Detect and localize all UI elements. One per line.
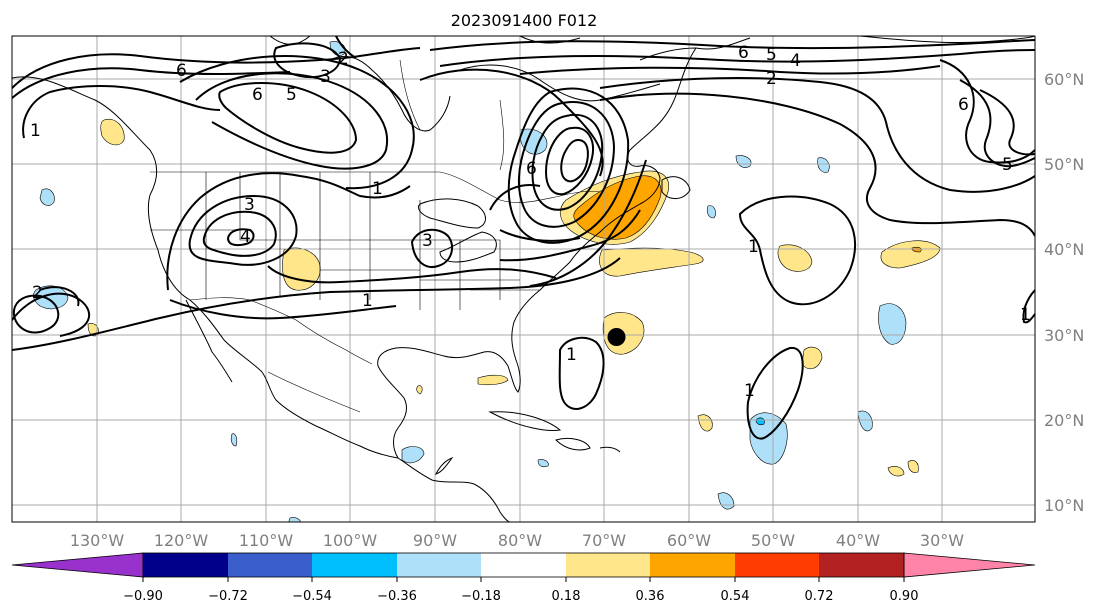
contour-label: 1 bbox=[566, 345, 577, 365]
lon-tick-label: 110°W bbox=[239, 531, 294, 550]
lon-tick-label: 130°W bbox=[70, 531, 125, 550]
colorbar-segment bbox=[735, 553, 819, 577]
colorbar-segment bbox=[143, 553, 228, 577]
coastlines bbox=[12, 36, 1035, 522]
colorbar-tick-label: 0.90 bbox=[890, 589, 919, 604]
latitude-tick-labels: 10°N 20°N 30°N 40°N 50°N 60°N bbox=[1044, 70, 1084, 515]
contour-label: 4 bbox=[240, 227, 251, 247]
colorbar-tick-label: 0.54 bbox=[721, 589, 750, 604]
contour-label: 1 bbox=[362, 291, 373, 311]
contour-label: 2 bbox=[766, 69, 777, 89]
contour-label: 3 bbox=[422, 231, 433, 251]
contour-label: 2 bbox=[338, 49, 349, 69]
storm-center-marker bbox=[607, 328, 626, 346]
lat-tick-label: 20°N bbox=[1044, 411, 1084, 430]
contour-label: 2 bbox=[32, 283, 43, 303]
colorbar-tick-label: 0.18 bbox=[552, 589, 581, 604]
lon-tick-label: 30°W bbox=[920, 531, 964, 550]
lat-tick-label: 40°N bbox=[1044, 240, 1084, 259]
colorbar-outline bbox=[142, 552, 905, 578]
contour-label: 5 bbox=[1002, 155, 1013, 175]
contour-label: 3 bbox=[244, 195, 255, 215]
map-gridlines bbox=[12, 36, 1035, 522]
lat-tick-label: 30°N bbox=[1044, 326, 1084, 345]
map-frame bbox=[11, 35, 1036, 523]
lon-tick-label: 90°W bbox=[413, 531, 457, 550]
lon-tick-label: 70°W bbox=[582, 531, 626, 550]
lat-tick-label: 60°N bbox=[1044, 70, 1084, 89]
anomaly-shading bbox=[33, 41, 941, 522]
colorbar-segment bbox=[481, 553, 566, 577]
colorbar-segment bbox=[312, 553, 397, 577]
longitude-tick-labels: 130°W 120°W 110°W 100°W 90°W 80°W 70°W 6… bbox=[70, 531, 964, 550]
lon-tick-label: 60°W bbox=[667, 531, 711, 550]
colorbar-tick-label: −0.36 bbox=[377, 589, 417, 604]
colorbar-tick-label: 0.36 bbox=[636, 589, 665, 604]
contour-label-group: 6 2 3 6 5 1 3 4 2 1 3 6 6 5 4 2 6 5 1 1 … bbox=[30, 43, 1031, 401]
contour-label: 1 bbox=[744, 381, 755, 401]
lat-tick-label: 50°N bbox=[1044, 155, 1084, 174]
contour-label: 1 bbox=[372, 179, 383, 199]
contour-label: 6 bbox=[738, 43, 749, 63]
contour-label: 6 bbox=[176, 61, 187, 81]
contour-lines bbox=[12, 36, 1035, 440]
colorbar: −0.90 −0.72 −0.54 −0.36 −0.18 0.18 0.36 … bbox=[11, 552, 1036, 604]
colorbar-tick-label: 0.72 bbox=[805, 589, 834, 604]
contour-label: 6 bbox=[958, 95, 969, 115]
colorbar-tick-label: −0.90 bbox=[123, 589, 163, 604]
contour-label: 1 bbox=[748, 237, 759, 257]
contour-label: 1 bbox=[30, 121, 41, 141]
contour-label: 5 bbox=[766, 45, 777, 65]
colorbar-extend-low bbox=[11, 552, 144, 578]
colorbar-segment bbox=[228, 553, 312, 577]
colorbar-segment bbox=[397, 553, 481, 577]
lon-tick-label: 50°W bbox=[751, 531, 795, 550]
map-title: 2023091400 F012 bbox=[451, 11, 598, 30]
contour-label: 3 bbox=[320, 67, 331, 87]
colorbar-segment bbox=[819, 553, 904, 577]
lon-tick-label: 80°W bbox=[498, 531, 542, 550]
contour-label: 4 bbox=[790, 51, 801, 71]
lon-tick-label: 120°W bbox=[154, 531, 209, 550]
lon-tick-label: 100°W bbox=[323, 531, 378, 550]
colorbar-segment bbox=[566, 553, 650, 577]
colorbar-tick-label: −0.72 bbox=[208, 589, 248, 604]
contour-label: 5 bbox=[286, 85, 297, 105]
contour-label: 6 bbox=[526, 159, 537, 179]
colorbar-tick-label: −0.18 bbox=[461, 589, 501, 604]
colorbar-segment bbox=[650, 553, 735, 577]
colorbar-ticks bbox=[142, 577, 905, 582]
lat-tick-label: 10°N bbox=[1044, 496, 1084, 515]
lon-tick-label: 40°W bbox=[836, 531, 880, 550]
colorbar-extend-high bbox=[903, 552, 1036, 578]
contour-label: 1 bbox=[1020, 305, 1031, 325]
colorbar-tick-label: −0.54 bbox=[292, 589, 332, 604]
contour-label: 6 bbox=[252, 85, 263, 105]
